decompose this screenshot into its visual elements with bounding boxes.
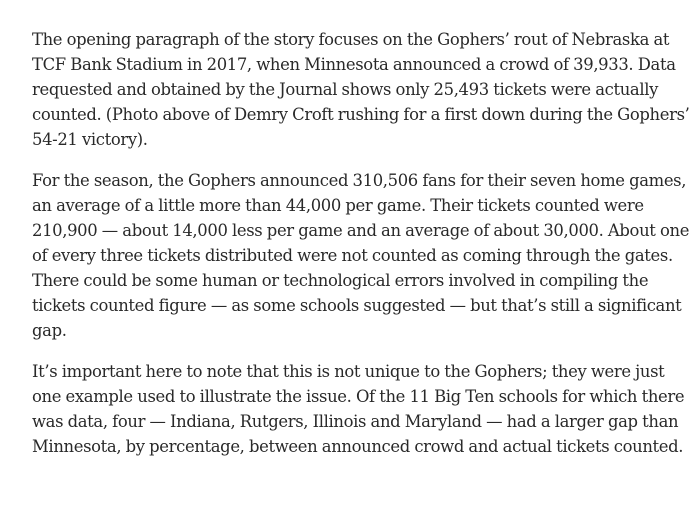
- paragraph-big-ten-comparison: It’s important here to note that this is…: [32, 362, 685, 456]
- paragraph-season-attendance: For the season, the Gophers announced 31…: [32, 171, 690, 340]
- article-body: The opening paragraph of the story focus…: [32, 27, 692, 459]
- paragraph-gophers-nebraska: The opening paragraph of the story focus…: [32, 30, 690, 149]
